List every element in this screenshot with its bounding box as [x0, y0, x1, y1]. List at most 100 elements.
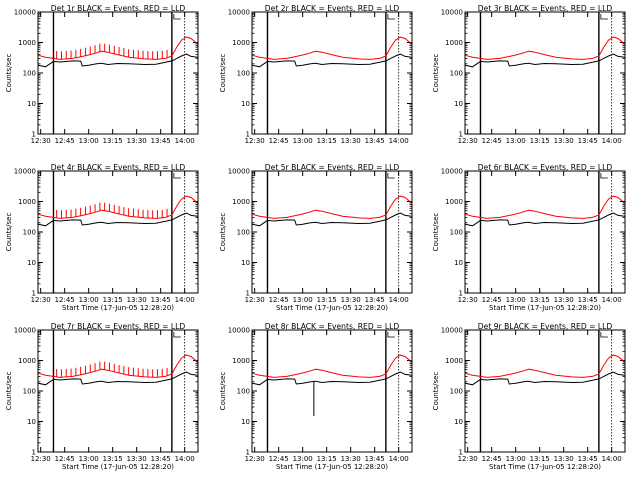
y-tick-label: 1000: [18, 39, 36, 47]
interval-bracket: [173, 332, 181, 338]
x-tick-label: 13:15: [530, 137, 550, 145]
x-tick-label: 13:30: [554, 455, 574, 463]
interval-bracket: [387, 173, 395, 179]
series-line-lld: [38, 36, 198, 60]
series-line-events: [38, 371, 198, 386]
panel-title: Det 8r BLACK = Events, RED = LLD: [265, 322, 400, 331]
y-tick-label: 1: [459, 131, 463, 139]
series-line-events: [252, 212, 412, 227]
y-axis-label: Counts/sec: [5, 372, 13, 411]
y-axis-label: Counts/sec: [432, 54, 440, 93]
x-tick-label: 12:45: [269, 137, 289, 145]
panel-det-9: Det 9r BLACK = Events, RED = LLD 1 10 100 10…: [432, 322, 626, 471]
series-line-events: [252, 53, 412, 68]
panel-det-4: Det 4r BLACK = Events, RED = LLD 1 10 100 10…: [5, 163, 199, 312]
y-tick-label: 100: [237, 70, 250, 78]
panel-title: Det 6r BLACK = Events, RED = LLD: [478, 163, 613, 172]
y-tick-label: 1000: [18, 198, 36, 206]
y-tick-label: 10000: [14, 168, 36, 176]
y-tick-label: 1: [246, 449, 250, 457]
x-tick-label: 13:00: [293, 296, 313, 304]
x-tick-label: 13:30: [127, 455, 147, 463]
series-line-events: [38, 53, 198, 68]
x-tick-label: 12:45: [55, 296, 75, 304]
panel-det-3: Det 3r BLACK = Events, RED = LLD 1 10 100 10…: [432, 4, 626, 145]
interval-bracket: [173, 173, 181, 179]
x-tick-label: 13:00: [79, 455, 99, 463]
y-axis-label: Counts/sec: [219, 213, 227, 252]
x-axis-label: Start Time (17-Jun-05 12:28:20): [276, 463, 388, 471]
y-tick-label: 1: [246, 290, 250, 298]
x-tick-label: 13:00: [293, 455, 313, 463]
y-tick-label: 1: [32, 449, 36, 457]
x-tick-label: 14:00: [389, 296, 409, 304]
y-tick-label: 10000: [228, 327, 250, 335]
x-tick-label: 12:45: [269, 455, 289, 463]
x-tick-label: 12:30: [458, 137, 478, 145]
y-axis-label: Counts/sec: [432, 372, 440, 411]
x-tick-label: 14:00: [602, 296, 622, 304]
series-line-lld: [465, 195, 625, 219]
y-tick-label: 100: [23, 70, 36, 78]
series-line-events: [38, 212, 198, 227]
y-tick-label: 10: [27, 259, 36, 267]
y-tick-label: 10: [241, 418, 250, 426]
series-line-lld: [465, 36, 625, 60]
x-tick-label: 13:45: [578, 455, 598, 463]
x-tick-label: 12:45: [55, 137, 75, 145]
x-tick-label: 13:45: [365, 137, 385, 145]
x-tick-label: 12:45: [55, 455, 75, 463]
x-axis-label: Start Time (17-Jun-05 12:28:20): [276, 304, 388, 312]
y-tick-label: 10: [27, 418, 36, 426]
panel-det-7: Det 7r BLACK = Events, RED = LLD 1 10 100 10…: [5, 322, 199, 471]
x-tick-label: 13:30: [554, 137, 574, 145]
y-tick-label: 10: [454, 418, 463, 426]
panel-title: Det 9r BLACK = Events, RED = LLD: [478, 322, 613, 331]
x-tick-label: 12:30: [458, 296, 478, 304]
x-tick-label: 12:30: [245, 296, 265, 304]
y-tick-label: 1000: [445, 357, 463, 365]
interval-bracket: [600, 332, 608, 338]
x-tick-label: 13:45: [578, 137, 598, 145]
plot-frame: [251, 170, 413, 294]
panel-title: Det 2r BLACK = Events, RED = LLD: [265, 4, 400, 13]
y-tick-label: 1000: [232, 39, 250, 47]
y-tick-label: 1000: [445, 39, 463, 47]
y-tick-label: 1: [32, 131, 36, 139]
plot-frame: [37, 170, 199, 294]
interval-bracket: [600, 173, 608, 179]
y-tick-label: 1000: [18, 357, 36, 365]
y-tick-label: 100: [450, 388, 463, 396]
y-tick-label: 100: [23, 388, 36, 396]
y-tick-label: 100: [23, 229, 36, 237]
x-tick-label: 13:15: [103, 137, 123, 145]
series-line-lld: [252, 195, 412, 219]
y-axis-label: Counts/sec: [5, 54, 13, 93]
y-tick-label: 100: [450, 229, 463, 237]
x-tick-label: 12:30: [31, 137, 51, 145]
x-tick-label: 13:45: [365, 296, 385, 304]
series-line-lld: [465, 354, 625, 378]
y-tick-label: 10: [454, 100, 463, 108]
x-tick-label: 12:45: [269, 296, 289, 304]
series-line-events: [252, 371, 412, 386]
x-axis-label: Start Time (17-Jun-05 12:28:20): [62, 304, 174, 312]
x-tick-label: 13:30: [127, 137, 147, 145]
y-tick-label: 10000: [14, 327, 36, 335]
x-tick-label: 13:45: [151, 137, 171, 145]
x-tick-label: 14:00: [602, 455, 622, 463]
y-tick-label: 10000: [441, 168, 463, 176]
panel-title: Det 1r BLACK = Events, RED = LLD: [51, 4, 186, 13]
y-axis-label: Counts/sec: [432, 213, 440, 252]
series-line-events: [465, 212, 625, 227]
x-tick-label: 13:30: [554, 296, 574, 304]
y-tick-label: 1: [459, 449, 463, 457]
x-tick-label: 13:00: [506, 296, 526, 304]
y-tick-label: 10000: [14, 9, 36, 17]
x-tick-label: 12:30: [458, 455, 478, 463]
x-tick-label: 14:00: [389, 137, 409, 145]
y-tick-label: 10000: [441, 327, 463, 335]
x-tick-label: 13:15: [317, 296, 337, 304]
y-tick-label: 1000: [232, 357, 250, 365]
